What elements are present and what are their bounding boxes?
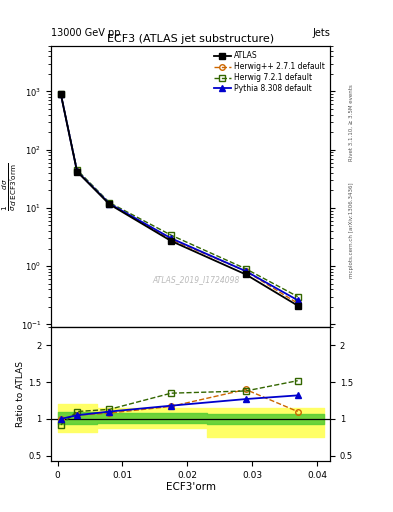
Text: 13000 GeV pp: 13000 GeV pp xyxy=(51,28,121,38)
Y-axis label: $\frac{1}{\sigma}\frac{d\sigma}{d\,\mathrm{ECF3}^\prime\mathrm{orm}}$: $\frac{1}{\sigma}\frac{d\sigma}{d\,\math… xyxy=(0,162,19,211)
Y-axis label: Ratio to ATLAS: Ratio to ATLAS xyxy=(17,361,26,427)
Legend: ATLAS, Herwig++ 2.7.1 default, Herwig 7.2.1 default, Pythia 8.308 default: ATLAS, Herwig++ 2.7.1 default, Herwig 7.… xyxy=(211,48,328,96)
Text: mcplots.cern.ch [arXiv:1306.3436]: mcplots.cern.ch [arXiv:1306.3436] xyxy=(349,183,354,278)
Text: ATLAS_2019_I1724098: ATLAS_2019_I1724098 xyxy=(152,275,240,284)
Title: ECF3 (ATLAS jet substructure): ECF3 (ATLAS jet substructure) xyxy=(107,34,274,44)
X-axis label: ECF3'orm: ECF3'orm xyxy=(165,482,216,493)
Text: Jets: Jets xyxy=(312,28,330,38)
Text: Rivet 3.1.10, ≥ 3.5M events: Rivet 3.1.10, ≥ 3.5M events xyxy=(349,84,354,161)
